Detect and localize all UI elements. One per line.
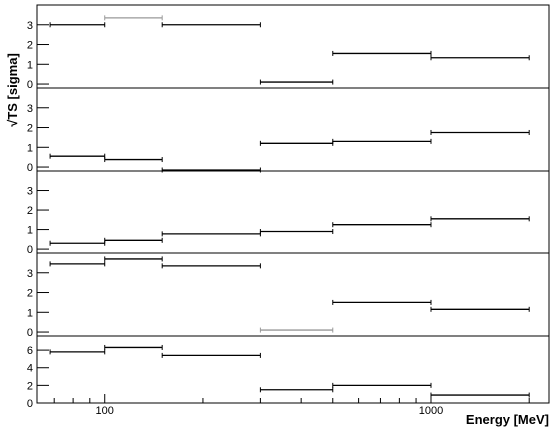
y-tick-label: 2 xyxy=(27,288,33,300)
data-segment xyxy=(430,216,530,222)
y-tick-label: 0 xyxy=(27,162,33,174)
data-segment xyxy=(161,167,261,173)
panel-frame xyxy=(36,252,550,337)
panels: 0 1 2 3 0 1 2 3 0 1 2 3 0 1 2 3 0 2 4 6 xyxy=(27,4,550,410)
data-segment xyxy=(430,55,530,61)
x-axis-title: Energy [MeV] xyxy=(466,412,549,427)
panel-frame xyxy=(36,87,550,172)
y-tick-label: 4 xyxy=(27,363,33,375)
data-segment xyxy=(259,387,334,393)
x-tick-label: 100 xyxy=(96,405,114,417)
data-segment xyxy=(104,256,163,262)
y-tick-label: 3 xyxy=(27,20,33,32)
y-tick-label: 0 xyxy=(27,79,33,91)
data-segment xyxy=(259,229,334,235)
data-segment xyxy=(332,50,432,56)
y-tick-label: 2 xyxy=(27,123,33,135)
panel-1: 0 1 2 3 xyxy=(27,4,550,91)
y-tick-label: 6 xyxy=(27,345,33,357)
panel-3: 0 1 2 3 xyxy=(27,170,550,256)
data-segment xyxy=(259,327,334,333)
y-tick-label: 0 xyxy=(27,244,33,256)
y-tick-label: 3 xyxy=(27,268,33,280)
data-segment xyxy=(332,299,432,305)
data-segment xyxy=(332,222,432,228)
x-axis: 100 1000 xyxy=(53,394,530,417)
y-tick-label: 1 xyxy=(27,307,33,319)
panel-5: 0 2 4 6 xyxy=(27,335,550,410)
panel-4: 0 1 2 3 xyxy=(27,252,550,339)
data-segment xyxy=(49,349,106,355)
data-segment xyxy=(259,140,334,146)
y-tick-label: 1 xyxy=(27,142,33,154)
data-segment xyxy=(49,240,106,246)
data-segment xyxy=(430,392,530,398)
data-segment xyxy=(161,231,261,237)
data-segment xyxy=(49,153,106,159)
data-segment xyxy=(161,352,261,358)
data-segment xyxy=(332,138,432,144)
panel-2: 0 1 2 3 xyxy=(27,87,550,174)
data-segment xyxy=(161,263,261,269)
y-tick-label: 2 xyxy=(27,205,33,217)
data-segment xyxy=(161,22,261,28)
data-segment xyxy=(430,129,530,135)
data-segment xyxy=(104,157,163,163)
panel-frame xyxy=(36,335,550,404)
y-tick-label: 1 xyxy=(27,59,33,71)
data-segment xyxy=(104,15,163,21)
y-tick-label: 0 xyxy=(27,398,33,410)
y-tick-label: 3 xyxy=(27,103,33,115)
data-segment xyxy=(259,79,334,85)
y-tick-label: 2 xyxy=(27,380,33,392)
data-segment xyxy=(104,344,163,350)
data-segment xyxy=(49,261,106,267)
data-segment xyxy=(104,237,163,243)
y-tick-label: 1 xyxy=(27,225,33,237)
data-segment xyxy=(332,382,432,388)
y-tick-label: 0 xyxy=(27,327,33,339)
data-segment xyxy=(430,306,530,312)
y-tick-label: 2 xyxy=(27,40,33,52)
y-tick-label: 3 xyxy=(27,186,33,198)
data-segment xyxy=(49,22,106,28)
x-tick-label: 1000 xyxy=(419,405,443,417)
y-axis-title: √TS [sigma] xyxy=(5,53,20,127)
